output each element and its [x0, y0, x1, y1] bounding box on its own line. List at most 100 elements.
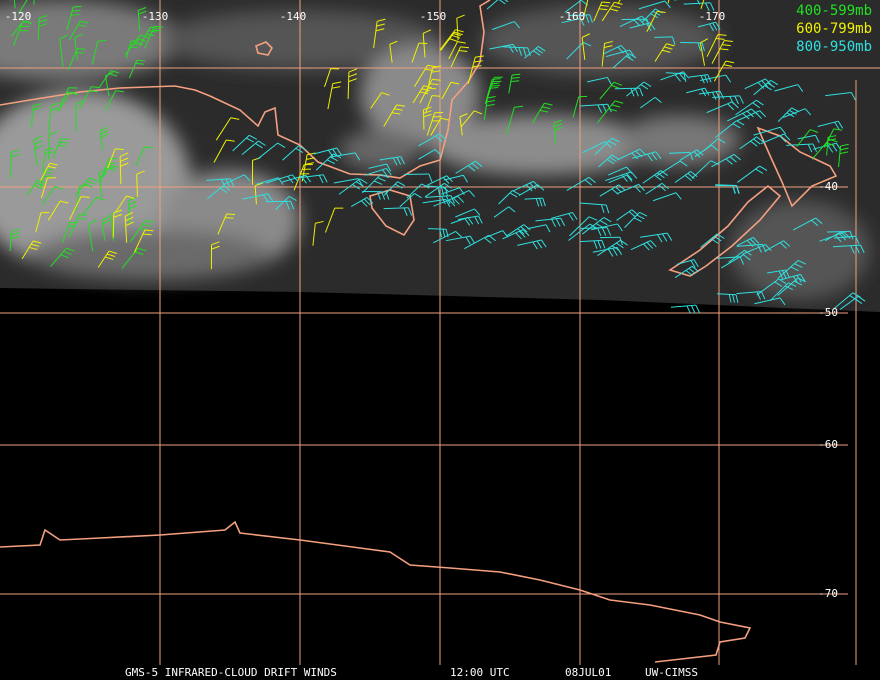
barb-shaft [312, 223, 316, 246]
barb-tick [527, 47, 531, 57]
barb-tick [533, 50, 541, 56]
barb-shaft [587, 76, 608, 83]
barb-tick [855, 236, 860, 245]
barb-tick [633, 19, 641, 27]
barb-tick [532, 241, 538, 250]
barb-shaft [329, 152, 356, 158]
barb-tick [222, 185, 231, 191]
barb-tick [678, 72, 686, 81]
lon-label: -160 [559, 10, 586, 23]
barb-tick [457, 195, 465, 203]
barb-tick [774, 281, 783, 287]
barb-tick [427, 87, 437, 90]
barb-tick [60, 254, 69, 259]
barb-tick [392, 157, 398, 166]
barb-tick [651, 152, 658, 161]
barb-tick [611, 154, 620, 160]
barb-tick [631, 152, 639, 160]
barb-tick [511, 73, 521, 76]
barb-shaft [608, 166, 627, 176]
barb-tick [86, 180, 95, 185]
barb-tick [541, 239, 547, 248]
barb-tick [761, 244, 767, 253]
barb-tick [73, 5, 82, 8]
barb-shaft [638, 0, 666, 10]
barb-tick [757, 244, 762, 253]
barb-tick [812, 143, 818, 153]
barb-tick [606, 227, 612, 236]
barb-tick [49, 162, 58, 166]
lon-label: -140 [280, 10, 307, 23]
barb-shaft [561, 17, 581, 24]
barb-tick [453, 197, 460, 205]
barb-shaft [700, 0, 705, 9]
barb-tick [734, 95, 739, 105]
barb-tick [840, 147, 849, 151]
barb-shaft [652, 192, 677, 202]
barb-tick [598, 8, 608, 11]
barb-shaft [69, 196, 82, 220]
barb-tick [437, 186, 441, 196]
barb-shaft [35, 212, 42, 233]
barb-tick [601, 240, 606, 249]
barb-tick [243, 174, 251, 182]
barb-tick [137, 38, 146, 42]
barb-tick [10, 149, 20, 154]
barb-tick [685, 270, 693, 277]
barb-tick [445, 229, 449, 238]
barb-shaft [323, 68, 332, 88]
barb-tick [640, 84, 649, 90]
footer: GMS-5 INFRARED-CLOUD DRIFT WINDS 12:00 U… [125, 666, 698, 679]
barb-tick [517, 228, 525, 235]
barb-tick [298, 145, 307, 151]
footer-source: UW-CIMSS [645, 666, 698, 679]
barb-tick [277, 177, 284, 185]
barb-tick [230, 117, 240, 120]
barb-tick [360, 200, 368, 207]
barb-tick [735, 294, 739, 303]
barb-tick [657, 234, 663, 243]
barb-tick [120, 157, 129, 162]
barb-tick [508, 44, 514, 53]
barb-tick [400, 156, 405, 165]
barb-tick [381, 92, 390, 96]
barb-tick [839, 233, 846, 241]
barb-tick [348, 78, 357, 83]
barb-tick [77, 24, 87, 27]
barb-tick [625, 51, 631, 59]
barb-tick [523, 224, 531, 231]
barb-tick [226, 139, 235, 142]
barb-tick [423, 85, 432, 89]
barb-tick [510, 80, 520, 83]
barb-tick [852, 292, 861, 298]
barb-tick [790, 266, 799, 272]
barb-tick [376, 23, 385, 27]
barb-shaft [824, 231, 842, 242]
barb-tick [739, 95, 744, 104]
barb-tick [267, 193, 274, 202]
barb-tick [605, 204, 610, 214]
barb-shaft [656, 160, 681, 177]
lat-label: -50 [818, 306, 838, 319]
barb-tick [442, 229, 446, 238]
barb-tick [138, 10, 147, 15]
barb-tick [683, 71, 690, 79]
barb-shaft [119, 156, 122, 185]
barb-tick [145, 219, 154, 224]
barb-tick [636, 214, 645, 220]
barb-shaft [47, 200, 61, 221]
barb-tick [504, 0, 509, 3]
longitude-labels: -120 -130 -140 -150 -160 -170 [5, 10, 726, 23]
footer-date: 08JUL01 [565, 666, 611, 679]
barb-tick [486, 103, 495, 107]
barb-tick [551, 218, 556, 228]
barb-tick [650, 240, 657, 248]
barb-tick [634, 88, 639, 97]
legend-entry: 600-799mb [796, 21, 872, 37]
barb-shaft [721, 254, 744, 269]
barb-shaft [135, 146, 146, 166]
cloud-field [0, 0, 870, 300]
barb-tick [289, 196, 297, 202]
barb-tick [536, 240, 543, 249]
barb-tick [661, 233, 668, 242]
